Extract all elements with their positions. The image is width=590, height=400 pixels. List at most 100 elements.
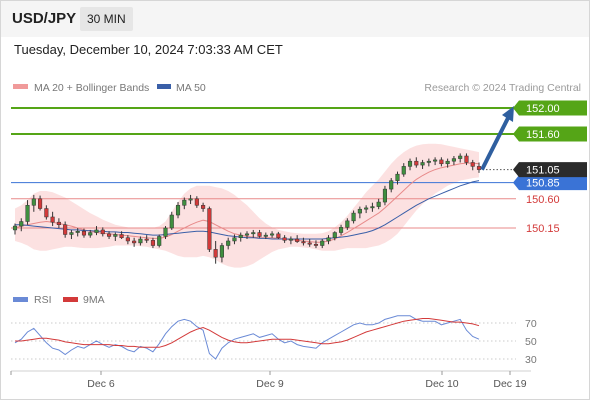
candle xyxy=(451,156,456,166)
candle xyxy=(244,231,250,240)
rsi-legend-label: RSI xyxy=(34,294,52,306)
level-tag-152.00-text: 152.00 xyxy=(526,103,560,115)
level-tag-150.85: 150.85 xyxy=(513,175,587,191)
candle xyxy=(458,153,463,163)
candle xyxy=(38,195,43,211)
candle-body-up xyxy=(370,206,375,209)
candle xyxy=(320,239,325,249)
candle-body-up xyxy=(420,162,425,166)
candle-body-down xyxy=(257,232,262,237)
interval-button[interactable]: 30 MIN xyxy=(80,7,133,31)
candle-body-up xyxy=(320,240,325,246)
candle xyxy=(119,231,124,240)
candle-body-down xyxy=(44,208,49,218)
candle-body-up xyxy=(326,237,331,242)
candle-body-up xyxy=(376,201,381,207)
candle-body-down xyxy=(213,249,218,258)
price-levels xyxy=(11,107,516,229)
candle xyxy=(445,158,450,168)
candle-body-up xyxy=(364,207,369,210)
level-tag-151.60-bg xyxy=(513,126,587,142)
candle-body-up xyxy=(395,173,400,181)
candle xyxy=(295,235,300,243)
candle-body-up xyxy=(238,234,243,238)
candle-body-up xyxy=(182,199,187,206)
candle-body-down xyxy=(414,160,419,166)
level-tag-150.85-text: 150.85 xyxy=(526,178,560,190)
rsi-line xyxy=(14,315,480,360)
candle-body-down xyxy=(144,238,149,241)
candle-body-up xyxy=(226,240,231,246)
candle xyxy=(157,234,162,248)
candle xyxy=(251,229,256,238)
candle xyxy=(226,237,231,250)
x-tick-label: Dec 9 xyxy=(256,378,284,390)
candle xyxy=(81,228,87,238)
candle-body-up xyxy=(407,160,413,167)
rsi-ma-line xyxy=(15,318,480,348)
candle xyxy=(376,198,381,210)
candle-body-up xyxy=(12,225,18,231)
candle xyxy=(175,202,181,219)
candle xyxy=(263,232,268,240)
candle-body-down xyxy=(470,162,475,167)
level-tag-150.85-bg xyxy=(513,175,587,191)
rsi-tick-70: 70 xyxy=(525,318,537,330)
candle xyxy=(407,158,413,171)
candle-body-down xyxy=(119,234,124,238)
candle-body-down xyxy=(201,205,206,209)
candle xyxy=(307,239,312,247)
candle xyxy=(288,236,293,245)
last-price-tag: 151.05 xyxy=(513,162,587,178)
candle-body-up xyxy=(382,188,387,203)
candle-body-up xyxy=(401,166,406,175)
candle-body-up xyxy=(88,232,93,236)
candle xyxy=(389,178,394,193)
candle xyxy=(19,218,24,232)
candle xyxy=(382,185,387,206)
ma20-legend-label: MA 20 + Bollinger Bands xyxy=(34,82,149,94)
candle xyxy=(357,206,362,219)
level-tag-152.00: 152.00 xyxy=(513,100,587,116)
candle xyxy=(414,157,419,168)
candle-body-up xyxy=(175,205,181,216)
candle-body-up xyxy=(451,158,456,162)
candle-body-down xyxy=(207,208,212,250)
candle-body-down xyxy=(276,233,281,238)
price-tags: 152.00 151.60 150.85 150.60 150.15 151.05 xyxy=(513,100,587,235)
projection-arrow xyxy=(479,106,516,171)
candle xyxy=(69,229,74,240)
candle-body-down xyxy=(150,240,155,246)
symbol-title: USD/JPY xyxy=(12,10,77,27)
x-tick-label: Dec 6 xyxy=(87,378,115,390)
candle xyxy=(370,202,375,212)
candle xyxy=(439,157,444,167)
candle-body-up xyxy=(232,237,237,242)
candle xyxy=(150,237,155,249)
ma50-legend-label: MA 50 xyxy=(176,82,206,94)
candle xyxy=(25,200,30,225)
candle-body-up xyxy=(113,234,118,237)
candle-body-up xyxy=(169,214,174,229)
level-tag-152.00-bg xyxy=(513,100,587,116)
candle-body-up xyxy=(244,233,250,236)
candle xyxy=(351,210,356,224)
candle-body-down xyxy=(464,155,469,163)
x-axis: Dec 6 Dec 9 Dec 10 Dec 19 xyxy=(10,371,527,390)
candle xyxy=(201,202,206,212)
rsi-ma-legend-swatch xyxy=(63,297,78,302)
candle xyxy=(364,205,369,214)
candle-body-up xyxy=(25,205,30,222)
candle-body-down xyxy=(282,237,287,241)
candle xyxy=(270,231,275,238)
level-tag-151.60: 151.60 xyxy=(513,126,587,142)
candle xyxy=(56,218,61,228)
candle-body-down xyxy=(132,240,137,244)
candle xyxy=(345,218,350,230)
candle-body-up xyxy=(157,236,162,246)
x-tick-label: Dec 19 xyxy=(493,378,526,390)
last-price-tag-bg xyxy=(513,162,587,178)
candle-body-up xyxy=(332,232,337,238)
rsi-legend-swatch xyxy=(13,297,28,302)
candle xyxy=(207,206,212,252)
